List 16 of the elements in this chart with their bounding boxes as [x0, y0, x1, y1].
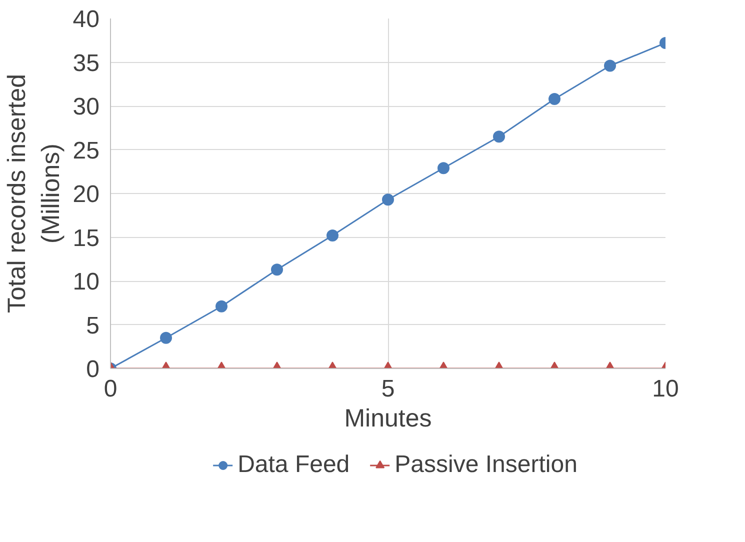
y-tick-label: 0: [86, 356, 100, 383]
y-tick-label: 5: [86, 312, 100, 340]
legend-label: Passive Insertion: [394, 451, 578, 479]
y-tick-label: 15: [72, 224, 100, 252]
legend-label: Data Feed: [238, 451, 350, 479]
x-tick-label: 0: [104, 376, 118, 402]
y-tick-label: 30: [72, 94, 100, 120]
x-tick-label: 10: [652, 376, 679, 402]
y-tick-label: 20: [72, 181, 100, 208]
y-tick-label: 35: [72, 50, 100, 77]
x-axis-title: Minutes: [344, 404, 432, 432]
y-tick-label: 40: [72, 6, 100, 33]
y-tick-label: 10: [72, 268, 100, 296]
x-tick-label: 5: [381, 376, 395, 402]
y-tick-label: 25: [72, 137, 100, 164]
y-axis-title: Total records inserted (Millions): [3, 74, 65, 313]
